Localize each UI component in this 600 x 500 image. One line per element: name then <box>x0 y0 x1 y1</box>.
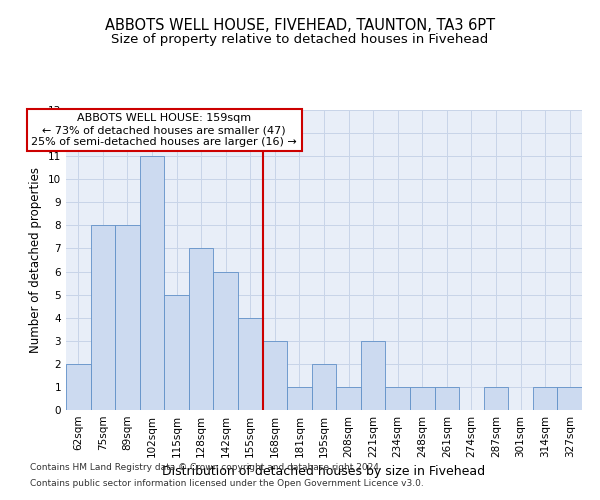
Bar <box>434 387 459 410</box>
Text: Contains HM Land Registry data © Crown copyright and database right 2024.: Contains HM Land Registry data © Crown c… <box>30 464 382 472</box>
Y-axis label: Number of detached properties: Number of detached properties <box>29 167 43 353</box>
Bar <box>312 364 336 410</box>
Bar <box>287 387 312 410</box>
Text: Contains public sector information licensed under the Open Government Licence v3: Contains public sector information licen… <box>30 478 424 488</box>
Bar <box>484 387 508 410</box>
Bar <box>336 387 361 410</box>
Bar <box>164 294 189 410</box>
Bar <box>238 318 263 410</box>
Bar <box>140 156 164 410</box>
Text: ABBOTS WELL HOUSE, FIVEHEAD, TAUNTON, TA3 6PT: ABBOTS WELL HOUSE, FIVEHEAD, TAUNTON, TA… <box>105 18 495 32</box>
Bar <box>263 341 287 410</box>
Bar <box>214 272 238 410</box>
Bar <box>385 387 410 410</box>
Bar <box>361 341 385 410</box>
Bar <box>410 387 434 410</box>
Text: ABBOTS WELL HOUSE: 159sqm
← 73% of detached houses are smaller (47)
25% of semi-: ABBOTS WELL HOUSE: 159sqm ← 73% of detac… <box>31 114 297 146</box>
Bar <box>91 226 115 410</box>
Bar <box>66 364 91 410</box>
Bar <box>533 387 557 410</box>
Bar <box>557 387 582 410</box>
Bar <box>115 226 140 410</box>
Text: Size of property relative to detached houses in Fivehead: Size of property relative to detached ho… <box>112 32 488 46</box>
X-axis label: Distribution of detached houses by size in Fivehead: Distribution of detached houses by size … <box>163 466 485 478</box>
Bar <box>189 248 214 410</box>
